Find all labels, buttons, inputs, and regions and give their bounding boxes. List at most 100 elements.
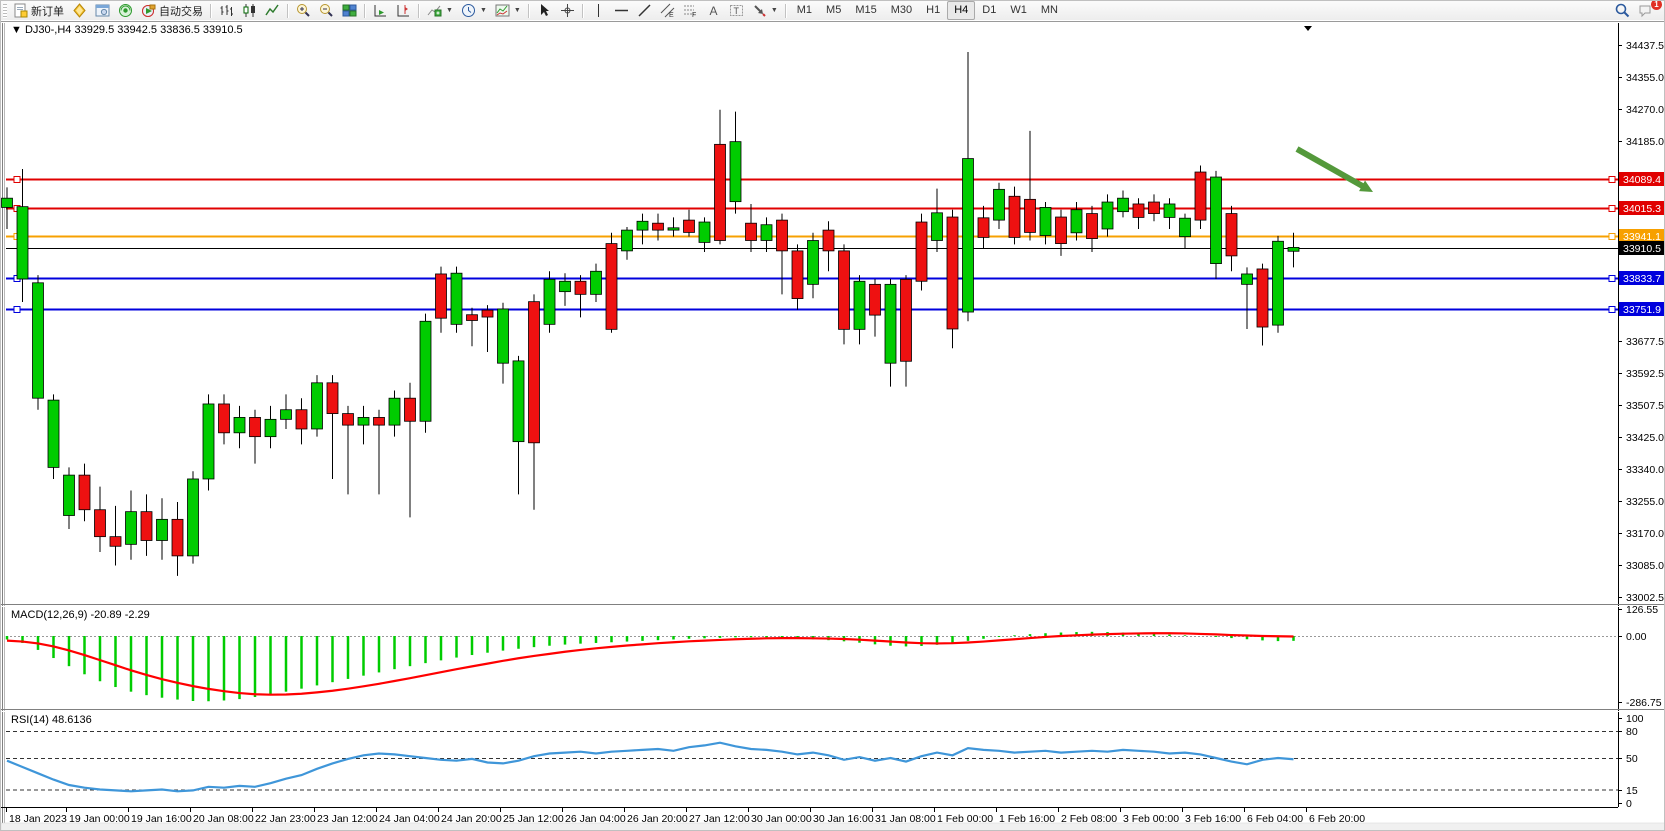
timeframe-m15[interactable]: M15 bbox=[855, 4, 877, 16]
rsi-label: RSI(14) 48.6136 bbox=[11, 714, 92, 726]
time-tick-label[interactable]: 19 Jan 16:00 bbox=[131, 813, 192, 825]
price-tick-label: 33677.5 bbox=[1626, 336, 1664, 348]
label-tool-button[interactable]: T bbox=[725, 2, 748, 19]
channel-tool-button[interactable]: E bbox=[656, 2, 679, 19]
line-chart-mode-button[interactable] bbox=[261, 2, 284, 19]
time-tick-label[interactable]: 6 Feb 20:00 bbox=[1309, 813, 1365, 825]
candle-bull bbox=[512, 360, 525, 443]
tile-windows-button[interactable] bbox=[338, 2, 361, 19]
time-tick-label[interactable]: 1 Feb 00:00 bbox=[937, 813, 993, 825]
time-tick-label[interactable]: 18 Jan 2023 bbox=[9, 813, 67, 825]
candle-bear bbox=[109, 536, 122, 547]
time-tick-label[interactable]: 3 Feb 00:00 bbox=[1123, 813, 1179, 825]
equidistant-channel-icon: E bbox=[660, 3, 675, 18]
candle-bear bbox=[1086, 213, 1098, 239]
candle-bull bbox=[156, 518, 168, 541]
time-tick-label[interactable]: 20 Jan 08:00 bbox=[193, 813, 254, 825]
vertical-line-tool-button[interactable] bbox=[587, 2, 610, 19]
time-tick-label[interactable]: 31 Jan 08:00 bbox=[875, 813, 936, 825]
price-tick-label: 33170.0 bbox=[1626, 528, 1664, 540]
time-tick-label[interactable]: 27 Jan 12:00 bbox=[689, 813, 750, 825]
dropdown-caret: ▼ bbox=[446, 7, 453, 14]
candle-bear bbox=[822, 229, 835, 252]
horizontal-line-tool-button[interactable] bbox=[610, 2, 633, 19]
search-icon[interactable] bbox=[1615, 3, 1630, 18]
periods-button[interactable]: ▼ bbox=[457, 2, 491, 19]
zoom-out-button[interactable] bbox=[315, 2, 338, 19]
candle-bear bbox=[295, 409, 308, 430]
time-tick-label[interactable]: 1 Feb 16:00 bbox=[999, 813, 1055, 825]
signals-button[interactable] bbox=[114, 2, 137, 19]
trend-arrow-annotation[interactable] bbox=[1295, 146, 1366, 190]
timeframe-m30[interactable]: M30 bbox=[890, 4, 913, 16]
gold-diamond-icon bbox=[72, 3, 87, 18]
time-tick-label[interactable]: 26 Jan 04:00 bbox=[565, 813, 626, 825]
candle-bear bbox=[776, 219, 788, 252]
timeframe-mn[interactable]: MN bbox=[1040, 4, 1058, 16]
candlestick-icon bbox=[242, 3, 257, 18]
one-click-collapse-icon[interactable] bbox=[1304, 26, 1312, 31]
auto-trading-label: 自动交易 bbox=[159, 5, 203, 18]
profile-button[interactable] bbox=[68, 2, 91, 19]
auto-scroll-button[interactable] bbox=[369, 2, 392, 19]
timeframe-group: M1 M5 M15 M30 H1 H4 D1 W1 MN bbox=[790, 1, 1065, 20]
timeframe-h4[interactable]: H4 bbox=[947, 1, 976, 20]
time-tick-label[interactable]: 30 Jan 16:00 bbox=[813, 813, 874, 825]
crosshair-tool-button[interactable] bbox=[556, 2, 579, 19]
timeframe-h1[interactable]: H1 bbox=[926, 4, 941, 16]
candle-bear bbox=[404, 397, 416, 422]
time-tick-label[interactable]: 3 Feb 16:00 bbox=[1185, 813, 1241, 825]
time-tick-label[interactable]: 22 Jan 23:00 bbox=[255, 813, 316, 825]
new-order-label: 新订单 bbox=[31, 5, 64, 18]
line-chart-icon bbox=[265, 3, 280, 18]
zoom-in-button[interactable] bbox=[292, 2, 315, 19]
fibonacci-tool-button[interactable]: F bbox=[679, 2, 702, 19]
candlestick-mode-button[interactable] bbox=[238, 2, 261, 19]
template-icon bbox=[495, 3, 510, 18]
toolbar-grip[interactable] bbox=[3, 3, 7, 18]
chart-shift-button[interactable] bbox=[392, 2, 415, 19]
timeframe-m5[interactable]: M5 bbox=[826, 4, 842, 16]
time-tick-label[interactable]: 24 Jan 20:00 bbox=[441, 813, 502, 825]
candle-bear bbox=[481, 309, 494, 318]
new-order-button[interactable]: 新订单 bbox=[9, 2, 68, 19]
candle-bull bbox=[497, 308, 509, 364]
timeframe-w1[interactable]: W1 bbox=[1010, 4, 1027, 16]
time-tick-label[interactable]: 26 Jan 20:00 bbox=[627, 813, 688, 825]
candle-bear bbox=[326, 382, 339, 414]
candle-bull bbox=[47, 399, 60, 468]
candle-bull bbox=[388, 397, 401, 426]
candle-bear bbox=[1148, 201, 1160, 214]
candle-bull bbox=[419, 320, 432, 422]
price-line-label: 33751.9 bbox=[1623, 304, 1661, 316]
chart-canvas[interactable]: ▼ DJ30-,H4 33929.5 33942.5 33836.5 33910… bbox=[1, 20, 1665, 831]
bar-chart-mode-button[interactable] bbox=[215, 2, 238, 19]
auto-trading-button[interactable]: 自动交易 bbox=[137, 2, 207, 19]
time-tick-label[interactable]: 30 Jan 00:00 bbox=[751, 813, 812, 825]
clock-icon bbox=[461, 3, 476, 18]
candle-bear bbox=[977, 217, 990, 238]
candle-bear bbox=[140, 511, 153, 541]
time-tick-label[interactable]: 25 Jan 12:00 bbox=[503, 813, 564, 825]
time-tick-label[interactable]: 6 Feb 04:00 bbox=[1247, 813, 1303, 825]
timeframe-d1[interactable]: D1 bbox=[982, 4, 997, 16]
signal-icon bbox=[118, 3, 133, 18]
templates-button[interactable]: ▼ bbox=[491, 2, 525, 19]
cursor-tool-button[interactable] bbox=[533, 2, 556, 19]
notifications-icon[interactable]: 1 bbox=[1638, 1, 1662, 18]
timeframe-m1[interactable]: M1 bbox=[796, 4, 813, 16]
arrows-tool-button[interactable]: ▼ bbox=[748, 2, 782, 19]
price-line-label-box bbox=[1619, 241, 1664, 255]
dropdown-caret: ▼ bbox=[770, 7, 778, 14]
time-tick-label[interactable]: 23 Jan 12:00 bbox=[317, 813, 378, 825]
time-tick-label[interactable]: 19 Jan 00:00 bbox=[69, 813, 130, 825]
market-watch-button[interactable] bbox=[91, 2, 114, 19]
text-tool-button[interactable]: A bbox=[702, 2, 725, 19]
time-tick-label[interactable]: 24 Jan 04:00 bbox=[379, 813, 440, 825]
indicators-button[interactable]: ▼ bbox=[423, 2, 457, 19]
candle-bear bbox=[1256, 268, 1269, 328]
trendline-tool-button[interactable] bbox=[633, 2, 656, 19]
time-tick-label[interactable]: 2 Feb 08:00 bbox=[1061, 813, 1117, 825]
candle-bull bbox=[1, 197, 13, 208]
candle-bull bbox=[1241, 273, 1253, 285]
